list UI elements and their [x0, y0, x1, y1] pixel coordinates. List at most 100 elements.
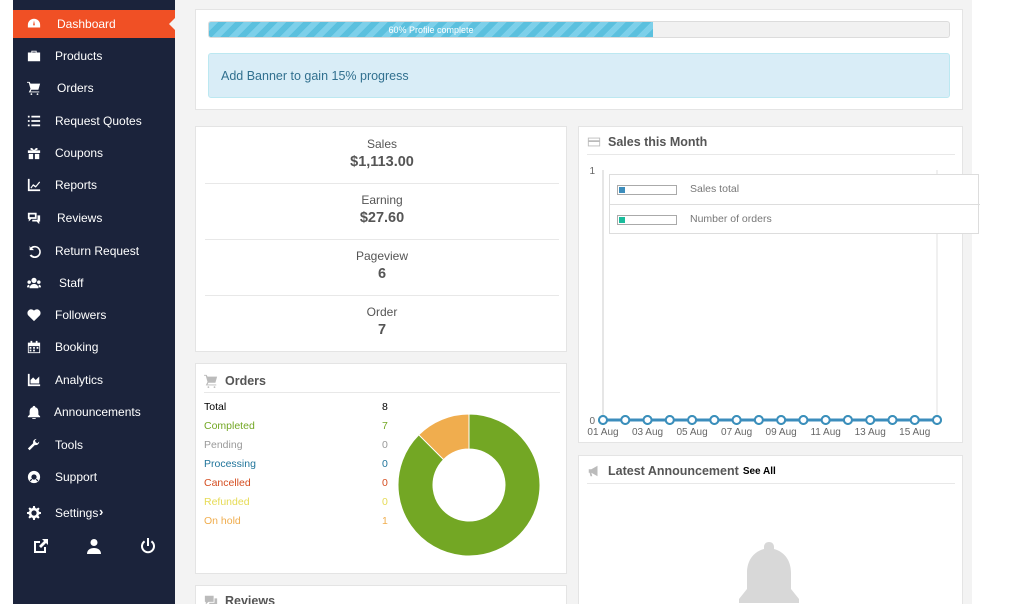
- sidebar-item-label: Followers: [55, 308, 107, 322]
- profile-progress-fill: 60% Profile complete: [209, 22, 653, 37]
- dashboard-icon: [27, 17, 41, 31]
- orders-row-completed[interactable]: Completed 7: [204, 420, 388, 435]
- sidebar-item-label: Reports: [55, 178, 98, 192]
- data-point[interactable]: [620, 415, 631, 425]
- sidebar-item-support[interactable]: Support: [13, 463, 175, 491]
- data-point[interactable]: [687, 415, 698, 425]
- data-point[interactable]: [642, 415, 653, 425]
- stat-earning: Earning $27.60: [205, 183, 559, 239]
- sidebar-item-announcements[interactable]: Announcements: [13, 398, 175, 426]
- sidebar-item-label: Products: [55, 49, 103, 63]
- user-icon[interactable]: [86, 538, 102, 554]
- sidebar-bottom-icons: [13, 536, 175, 558]
- orders-row-label: Pending: [204, 439, 243, 451]
- profile-progress-panel: 60% Profile complete Add Banner to gain …: [195, 9, 963, 110]
- divider: [204, 392, 560, 393]
- data-point[interactable]: [820, 415, 831, 425]
- bell-icon: [27, 405, 41, 419]
- sidebar: Dashboard Products Orders Request Quotes Cou…: [13, 0, 176, 604]
- stat-value: 6: [377, 266, 387, 282]
- see-all-link[interactable]: See All: [742, 465, 776, 477]
- sidebar-item-label: Orders: [57, 81, 94, 95]
- orders-row-count: 7: [382, 420, 388, 432]
- bullhorn-icon: [588, 465, 598, 477]
- sidebar-item-label: Return Request: [55, 244, 140, 258]
- orders-row-pending[interactable]: Pending 0: [204, 439, 388, 454]
- data-point[interactable]: [909, 415, 920, 425]
- divider: [587, 483, 955, 484]
- announcement-header: Latest Announcement See All: [587, 461, 776, 481]
- sidebar-item-return-request[interactable]: Return Request: [13, 237, 175, 265]
- sidebar-item-followers[interactable]: Followers: [13, 301, 175, 329]
- data-point[interactable]: [753, 415, 764, 425]
- orders-row-label: Total: [204, 401, 227, 413]
- data-point[interactable]: [776, 415, 787, 425]
- data-point[interactable]: [842, 415, 853, 425]
- divider: [587, 154, 955, 155]
- sidebar-item-reviews[interactable]: Reviews: [13, 204, 175, 232]
- comments-icon: [27, 211, 41, 225]
- sidebar-item-analytics[interactable]: Analytics: [13, 366, 175, 394]
- sidebar-item-label: Analytics: [55, 373, 104, 387]
- credit-card-icon: [587, 137, 601, 147]
- sidebar-item-label: Settings: [55, 506, 99, 520]
- data-point[interactable]: [709, 415, 720, 425]
- data-point[interactable]: [798, 415, 809, 425]
- data-point[interactable]: [887, 415, 898, 425]
- data-point[interactable]: [932, 415, 942, 425]
- data-point[interactable]: [664, 415, 675, 425]
- orders-title: Orders: [225, 374, 266, 388]
- stat-value: $27.60: [359, 210, 405, 226]
- wrench-icon: [27, 438, 41, 452]
- sidebar-item-booking[interactable]: Booking: [13, 333, 175, 361]
- window-right-margin: [972, 0, 1024, 604]
- sidebar-item-reports[interactable]: Reports: [13, 171, 175, 199]
- external-link-icon[interactable]: [33, 538, 49, 554]
- x-tick-label: 09 Aug: [766, 427, 797, 438]
- sidebar-item-request-quotes[interactable]: Request Quotes: [13, 107, 175, 135]
- sidebar-item-label: Dashboard: [57, 17, 116, 31]
- x-tick-label: 13 Aug: [855, 427, 886, 438]
- announcement-panel: Latest Announcement See All: [578, 455, 963, 604]
- sales-month-panel: Sales this Month 0 1 01 Aug 03 Aug 05 Aug 07 …: [578, 126, 980, 443]
- orders-row-label: Cancelled: [204, 477, 251, 489]
- legend-item[interactable]: Number of orders: [610, 205, 980, 234]
- orders-row-refunded[interactable]: Refunded 0: [204, 496, 388, 511]
- stat-order: Order 7: [205, 295, 559, 351]
- sales-line-chart: 0 1 01 Aug 03 Aug 05 Aug 07 Aug 09 Aug 11 Aug 13…: [587, 166, 942, 438]
- sidebar-item-products[interactable]: Products: [13, 42, 175, 70]
- sidebar-item-orders[interactable]: Orders: [13, 74, 175, 102]
- add-banner-notice[interactable]: Add Banner to gain 15% progress: [208, 53, 950, 98]
- orders-row-cancelled[interactable]: Cancelled 0: [204, 477, 388, 492]
- orders-row-count: 0: [382, 477, 388, 489]
- data-point[interactable]: [865, 415, 876, 425]
- orders-row-count: 1: [382, 515, 388, 527]
- list-icon: [27, 114, 41, 128]
- stat-sales: Sales $1,113.00: [205, 127, 559, 183]
- legend-item[interactable]: Sales total: [610, 175, 980, 204]
- sidebar-item-label: Announcements: [54, 405, 141, 419]
- power-icon[interactable]: [140, 538, 156, 554]
- sidebar-item-tools[interactable]: Tools: [13, 431, 175, 459]
- users-icon: [27, 276, 41, 290]
- sidebar-item-coupons[interactable]: Coupons: [13, 139, 175, 167]
- profile-progress-bar: 60% Profile complete: [208, 21, 950, 38]
- sidebar-item-dashboard[interactable]: Dashboard: [13, 10, 176, 38]
- sidebar-item-label: Staff: [59, 276, 84, 290]
- sidebar-item-settings[interactable]: Settings ›: [13, 499, 175, 527]
- orders-row-processing[interactable]: Processing 0: [204, 458, 388, 473]
- legend-label: Sales total: [690, 183, 740, 195]
- divider: [610, 204, 980, 205]
- data-point[interactable]: [598, 415, 608, 425]
- stat-label: Sales: [366, 137, 398, 151]
- y-tick-label: 0: [589, 416, 595, 427]
- orders-row-on-hold[interactable]: On hold 1: [204, 515, 388, 530]
- briefcase-icon: [27, 49, 41, 63]
- legend-label: Number of orders: [690, 213, 772, 225]
- bell-icon: [739, 542, 799, 603]
- legend-swatch: [617, 185, 677, 195]
- sidebar-item-staff[interactable]: Staff: [13, 269, 175, 297]
- data-point[interactable]: [731, 415, 742, 425]
- donut-slice-on-hold[interactable]: [418, 413, 470, 461]
- sales-month-title: Sales this Month: [608, 135, 708, 149]
